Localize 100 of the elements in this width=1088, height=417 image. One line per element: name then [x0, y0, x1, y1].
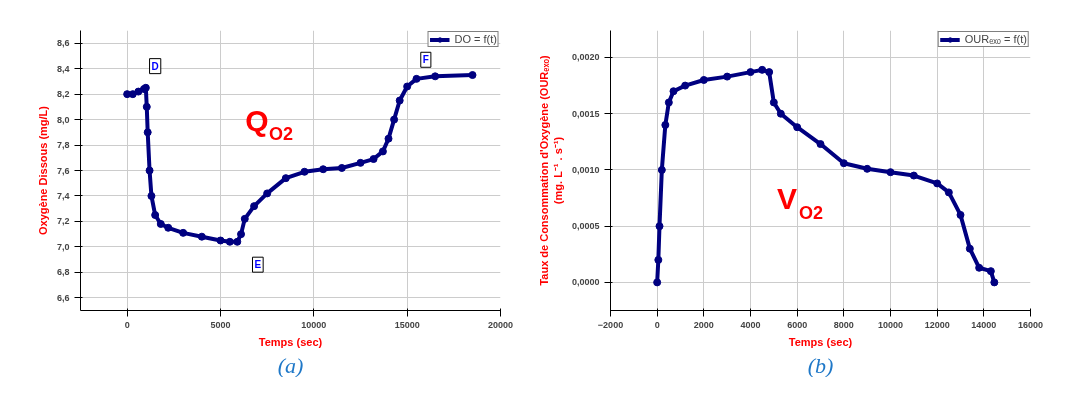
point	[933, 179, 942, 188]
point	[179, 228, 188, 237]
point	[654, 255, 663, 264]
point	[975, 263, 984, 272]
point	[142, 102, 151, 111]
text: (a)	[277, 352, 304, 378]
point	[300, 167, 309, 176]
point	[147, 191, 156, 200]
x-tick-label: 10000	[877, 319, 904, 330]
x-tick-label: 5000	[210, 319, 231, 330]
point	[233, 237, 242, 246]
point	[816, 140, 825, 149]
point	[669, 87, 678, 96]
point	[151, 211, 160, 220]
point	[986, 267, 995, 276]
point	[263, 189, 272, 198]
legend-label: OURₑₓₒ = f(t)	[964, 33, 1027, 45]
y-tick-label: 0,0015	[571, 108, 600, 119]
annotation: F	[422, 54, 429, 66]
point	[237, 230, 246, 239]
y-tick-label: 8,4	[56, 63, 70, 74]
point	[655, 222, 664, 231]
point	[384, 134, 393, 143]
y-tick-label: 0,0020	[571, 52, 600, 63]
x-tick-label: 8000	[833, 319, 854, 330]
point	[839, 159, 848, 168]
x-tick-label: 15000	[394, 319, 420, 330]
y-tick-label: 8,2	[56, 89, 70, 100]
y-tick-label: 7,6	[56, 165, 70, 176]
point	[319, 165, 328, 174]
point	[412, 74, 421, 83]
point	[944, 188, 953, 197]
point	[369, 155, 378, 164]
point	[990, 278, 999, 287]
y-tick-label: 7,8	[56, 140, 70, 151]
point	[431, 72, 440, 81]
x-axis-title: Temps (sec)	[258, 335, 323, 348]
point	[699, 75, 708, 84]
point	[164, 223, 173, 232]
point	[657, 165, 666, 174]
x-tick-label: 2000	[693, 319, 714, 330]
point	[145, 166, 154, 175]
point	[225, 237, 234, 246]
y-tick-label: 6,8	[56, 267, 70, 278]
point	[653, 278, 662, 287]
legend-label: DO = f(t)	[454, 33, 497, 45]
point	[765, 68, 774, 77]
x-tick-label: 0	[124, 319, 130, 330]
y-tick-label: 7,0	[56, 241, 70, 252]
point	[863, 164, 872, 173]
x-tick-label: 12000	[924, 319, 950, 330]
point	[240, 214, 249, 223]
point	[378, 147, 387, 156]
point	[395, 96, 404, 105]
x-tick-label: 6000	[787, 319, 808, 330]
point	[758, 65, 767, 74]
annotation: E	[254, 259, 262, 271]
point	[143, 128, 152, 137]
point	[909, 171, 918, 180]
point	[403, 82, 412, 91]
point	[468, 71, 477, 80]
x-tick-label: 4000	[740, 319, 761, 330]
x-tick-label: −2000	[597, 319, 624, 330]
point	[746, 68, 755, 77]
point	[769, 98, 778, 107]
point	[886, 168, 895, 177]
point	[197, 232, 206, 241]
point	[956, 210, 965, 219]
y-axis-title: Taux de Consommation d'Oxygène (OURₑₓₒ) (mg. L⁻¹ . s⁻¹)	[537, 55, 564, 286]
y-tick-label: 7,2	[56, 216, 70, 227]
point	[723, 72, 732, 81]
point	[776, 109, 785, 118]
x-tick-label: 20000	[487, 319, 514, 330]
x-tick-label: 14000	[971, 319, 997, 330]
y-tick-label: 0,0005	[571, 221, 600, 232]
point	[965, 244, 974, 253]
point	[216, 236, 225, 245]
point	[281, 174, 290, 183]
point	[390, 115, 399, 124]
text: (b)	[807, 352, 834, 378]
x-tick-label: 10000	[301, 319, 327, 330]
point	[664, 98, 673, 107]
annotation: D	[151, 60, 159, 72]
y-tick-label: 0,0010	[571, 164, 600, 175]
point	[793, 123, 802, 132]
x-axis-title: Temps (sec)	[788, 335, 853, 348]
point	[681, 81, 690, 90]
point	[337, 163, 346, 172]
point	[661, 120, 670, 129]
y-axis-title: Oxygène Dissous (mg/L)	[36, 105, 49, 235]
point	[250, 202, 259, 211]
point	[356, 158, 365, 167]
y-tick-label: 8,6	[56, 38, 70, 49]
y-tick-label: 8,0	[56, 114, 70, 125]
y-tick-label: 7,4	[56, 190, 70, 201]
y-tick-label: 0,0000	[571, 277, 600, 288]
x-tick-label: 16000	[1017, 319, 1044, 330]
y-tick-label: 6,6	[56, 292, 70, 303]
point	[156, 219, 165, 228]
x-tick-label: 0	[654, 319, 660, 330]
